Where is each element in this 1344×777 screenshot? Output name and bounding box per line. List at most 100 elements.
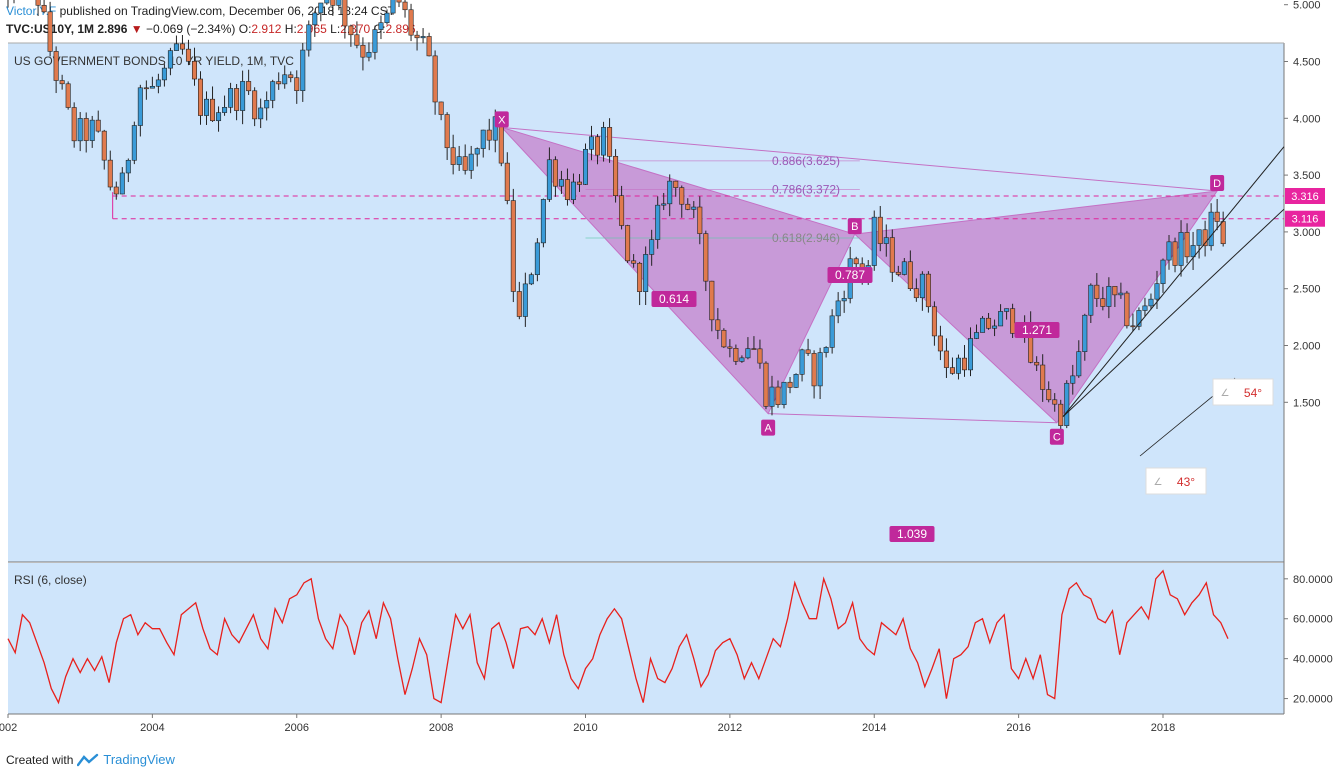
candle-body xyxy=(222,107,228,113)
candle-body xyxy=(318,2,324,14)
candle-body xyxy=(751,348,757,350)
candle-body xyxy=(1190,245,1196,258)
candle-body xyxy=(1166,241,1172,261)
candle-body xyxy=(300,49,306,91)
candle-body xyxy=(895,271,901,275)
candle-body xyxy=(426,36,432,57)
candle-body xyxy=(204,98,210,116)
open-value: 2.912 xyxy=(251,22,282,36)
candle-body xyxy=(1136,310,1142,327)
candle-body xyxy=(763,362,769,407)
candle-body xyxy=(1208,211,1214,247)
candle-body xyxy=(462,156,468,171)
candle-body xyxy=(1082,314,1088,352)
candle-body xyxy=(288,74,294,79)
price-level-tag xyxy=(1285,188,1325,205)
candles-group xyxy=(7,0,1226,430)
candle-body xyxy=(432,55,438,103)
candle-body xyxy=(552,159,558,187)
candle-body xyxy=(943,350,949,368)
candle-body xyxy=(607,127,613,157)
high-value: 2.965 xyxy=(296,22,327,36)
candle-body xyxy=(709,280,715,321)
candle-body xyxy=(667,180,673,205)
candle-body xyxy=(468,153,474,171)
candle-body xyxy=(384,12,390,24)
rsi-tick-label: 60.0000 xyxy=(1293,614,1333,626)
candle-body xyxy=(937,335,943,352)
candle-body xyxy=(71,107,77,142)
pattern-point-label: B xyxy=(851,221,858,233)
candle-body xyxy=(649,239,655,255)
candle-body xyxy=(871,216,877,266)
time-tick-label: 2006 xyxy=(285,722,309,734)
open-label: O: xyxy=(238,22,252,36)
time-tick-label: 2012 xyxy=(718,722,742,734)
candle-body xyxy=(1106,285,1112,307)
close-value: 2.896 xyxy=(385,22,416,36)
angle-box xyxy=(1212,378,1274,406)
candle-body xyxy=(125,159,131,174)
fib-level-label: 0.786(3.372) xyxy=(772,183,840,197)
candle-body xyxy=(685,203,691,210)
time-tick-label: 2004 xyxy=(140,722,164,734)
candle-body xyxy=(829,315,835,348)
candle-body xyxy=(913,288,919,299)
tradingview-brand[interactable]: TradingView xyxy=(103,752,175,767)
candle-body xyxy=(474,148,480,155)
candle-body xyxy=(348,25,354,36)
candle-body xyxy=(1178,232,1184,266)
candle-body xyxy=(925,273,931,308)
fib-level-label: 0.618(2.946) xyxy=(772,231,840,245)
candle-body xyxy=(1124,292,1130,327)
candle-body xyxy=(408,9,414,36)
candle-body xyxy=(1148,298,1154,307)
candle-body xyxy=(276,81,282,85)
chart-title: US GOVERNMENT BONDS 10 YR YIELD, 1M, TVC xyxy=(14,54,294,68)
candle-body xyxy=(907,261,913,290)
candle-body xyxy=(342,0,348,27)
tradingview-logo-icon xyxy=(77,753,99,766)
candle-body xyxy=(1196,229,1202,246)
price-tick-label: 4.500 xyxy=(1293,57,1321,69)
candle-body xyxy=(360,44,366,58)
candle-body xyxy=(570,181,576,200)
high-label: H: xyxy=(284,22,297,36)
candle-body xyxy=(330,0,336,6)
candle-body xyxy=(1184,232,1190,258)
fib-level-label: 0.886(3.625) xyxy=(772,154,840,168)
ratio-label: 0.614 xyxy=(659,292,689,306)
candle-body xyxy=(781,381,787,405)
pattern-point-label: C xyxy=(1053,432,1061,444)
candle-body xyxy=(59,80,65,85)
candle-body xyxy=(558,179,564,187)
time-tick-label: 2014 xyxy=(862,722,886,734)
price-tick-label: 2.500 xyxy=(1293,284,1321,296)
created-with-text: Created with xyxy=(6,752,74,767)
candle-body xyxy=(889,237,895,273)
candle-body xyxy=(1064,382,1070,426)
ratio-tag xyxy=(827,267,873,283)
footer: Created with TradingView xyxy=(6,752,175,767)
candle-body xyxy=(312,12,318,26)
candle-body xyxy=(143,87,149,90)
pattern-triangle-bcd xyxy=(853,190,1219,424)
pattern-line-xd xyxy=(501,126,1218,192)
candle-body xyxy=(372,29,378,53)
candle-body xyxy=(83,118,89,141)
candle-body xyxy=(246,81,252,92)
candle-body xyxy=(354,34,360,46)
candle-body xyxy=(234,88,240,111)
candle-body xyxy=(191,60,197,80)
candle-body xyxy=(823,347,829,353)
candle-body xyxy=(775,386,781,405)
candle-body xyxy=(980,317,986,333)
rsi-pane-bg xyxy=(8,563,1284,714)
candle-body xyxy=(294,77,300,91)
candle-body xyxy=(643,254,649,292)
candle-body xyxy=(727,346,733,349)
candle-body xyxy=(655,204,661,240)
candle-body xyxy=(47,11,53,52)
candle-body xyxy=(1040,364,1046,390)
